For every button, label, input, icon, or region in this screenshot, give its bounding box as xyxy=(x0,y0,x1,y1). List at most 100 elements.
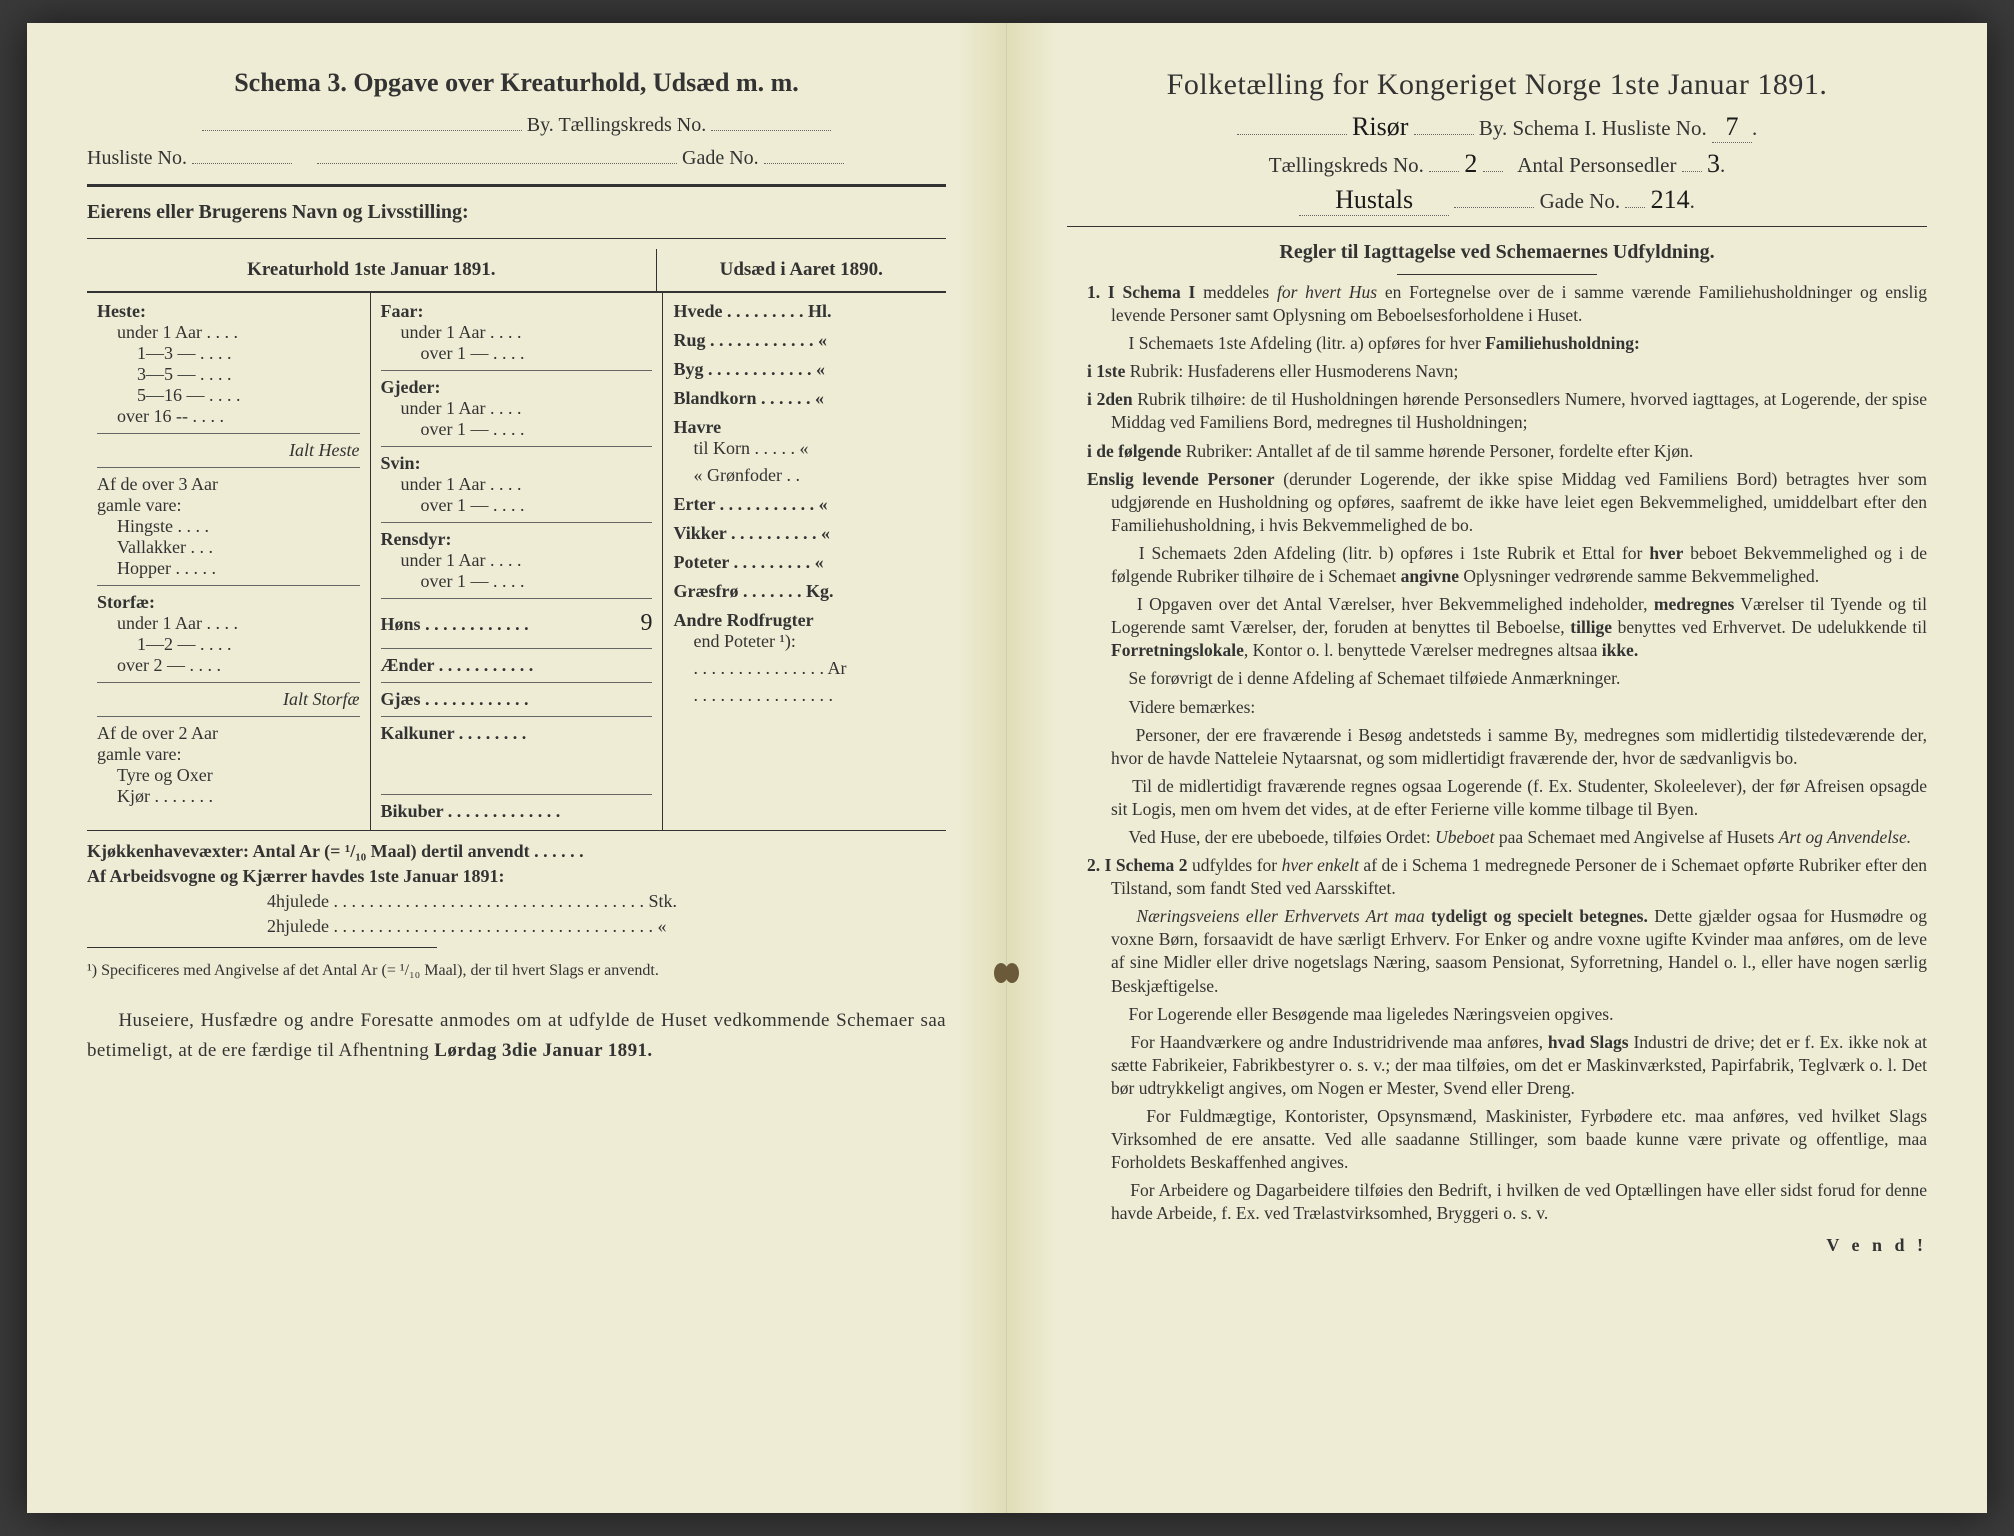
binding-mark xyxy=(1005,963,1019,983)
col-c: Hvede . . . . . . . . . Hl. Rug . . . . … xyxy=(663,293,946,830)
svin-row: over 1 — . . . . xyxy=(381,495,653,516)
rug: Rug . . . . . . . . . . . . « xyxy=(673,330,936,351)
heste-row: 5—16 — . . . . xyxy=(97,385,360,406)
arbeids-label: Af Arbeidsvogne og Kjærrer havdes 1ste J… xyxy=(87,866,505,886)
ar-line: . . . . . . . . . . . . . . . Ar xyxy=(673,658,936,679)
col-kreatur-title: Kreaturhold 1ste Januar 1891. xyxy=(87,249,656,291)
document-spread: Schema 3. Opgave over Kreaturhold, Udsæd… xyxy=(27,23,1987,1513)
col-a: Heste: under 1 Aar . . . . 1—3 — . . . .… xyxy=(87,293,371,830)
faar-row: over 1 — . . . . xyxy=(381,343,653,364)
blandkorn: Blandkorn . . . . . . « xyxy=(673,388,936,409)
rule-2: 2. I Schema 2 udfyldes for hver enkelt a… xyxy=(1067,854,1927,900)
col-udsaed-title: Udsæd i Aaret 1890. xyxy=(656,249,946,291)
table-headers: Kreaturhold 1ste Januar 1891. Udsæd i Aa… xyxy=(87,249,946,292)
by-line-right: Risør By. Schema I. Husliste No. 7. xyxy=(1067,112,1927,143)
af3aar: Af de over 3 Aar xyxy=(97,474,360,495)
gjeder-row: under 1 Aar . . . . xyxy=(381,398,653,419)
tilkorn: til Korn . . . . . « xyxy=(673,438,936,459)
hons-label: Høns . . . . . . . . . . . . xyxy=(381,611,529,639)
rule-text: i de følgende Rubriker: Antallet af de t… xyxy=(1067,440,1927,463)
storfae-row: under 1 Aar . . . . xyxy=(97,613,360,634)
rensdyr-row: under 1 Aar . . . . xyxy=(381,550,653,571)
vend-label: V e n d ! xyxy=(1067,1235,1927,1256)
rules-body: 1. I Schema I meddeles for hvert Hus en … xyxy=(1067,281,1927,1225)
rule-text: I Opgaven over det Antal Værelser, hver … xyxy=(1067,593,1927,662)
kjor: Kjør . . . . . . . xyxy=(97,786,360,807)
storfae-row: 1—2 — . . . . xyxy=(97,634,360,655)
hjul4: 4hjulede . . . . . . . . . . . . . . . .… xyxy=(87,891,946,912)
rule-text: For Haandværkere og andre Industridriven… xyxy=(1067,1031,1927,1100)
rule xyxy=(87,238,946,239)
gjeder-row: over 1 — . . . . xyxy=(381,419,653,440)
gamlevare: gamle vare: xyxy=(97,495,360,516)
rule-text: i 2den Rubrik tilhøire: de til Husholdni… xyxy=(1067,388,1927,434)
rule-text: Personer, der ere fraværende i Besøg and… xyxy=(1067,724,1927,770)
census-title: Folketælling for Kongeriget Norge 1ste J… xyxy=(1067,68,1927,102)
closing2: Lørdag 3die Januar 1891. xyxy=(434,1040,652,1061)
rule-text: I Schemaets 1ste Afdeling (litr. a) opfø… xyxy=(1067,332,1927,355)
hons-row: Høns . . . . . . . . . . . . 9 xyxy=(381,605,653,642)
hopper: Hopper . . . . . xyxy=(97,558,360,579)
heste-header: Heste: xyxy=(97,301,360,322)
byg: Byg . . . . . . . . . . . . « xyxy=(673,359,936,380)
rule-text: i 1ste Rubrik: Husfaderens eller Husmode… xyxy=(1067,360,1927,383)
kreds-value: 2 xyxy=(1464,149,1477,179)
rule-text: Næringsveiens eller Erhvervets Art maa t… xyxy=(1067,905,1927,997)
gade-line-right: Hustals Gade No. 214. xyxy=(1067,185,1927,216)
hjul2: 2hjulede . . . . . . . . . . . . . . . .… xyxy=(87,916,946,937)
ialt-heste: Ialt Heste xyxy=(97,440,360,461)
closing-text: Huseiere, Husfædre og andre Foresatte an… xyxy=(87,1006,946,1065)
rule-text: For Fuldmægtige, Kontorister, Opsynsmænd… xyxy=(1067,1105,1927,1174)
hingste: Hingste . . . . xyxy=(97,516,360,537)
heste-row: under 1 Aar . . . . xyxy=(97,322,360,343)
rensdyr-header: Rensdyr: xyxy=(381,529,653,550)
gronfoder: « Grønfoder . . xyxy=(673,465,936,486)
andrerod: Andre Rodfrugter xyxy=(673,610,936,631)
rule-text: Ved Huse, der ere ubeboede, tilføies Ord… xyxy=(1067,826,1927,849)
rule-text: I Schemaets 2den Afdeling (litr. b) opfø… xyxy=(1067,542,1927,588)
rule-text: Se forøvrigt de i denne Afdeling af Sche… xyxy=(1067,667,1927,690)
storfae-row: over 2 — . . . . xyxy=(97,655,360,676)
ar-line2: . . . . . . . . . . . . . . . . xyxy=(673,685,936,706)
aender: Ænder . . . . . . . . . . . xyxy=(381,655,653,676)
erter: Erter . . . . . . . . . . . « xyxy=(673,494,936,515)
right-page: Folketælling for Kongeriget Norge 1ste J… xyxy=(1007,23,1987,1513)
rule-1: 1. I Schema I meddeles for hvert Hus en … xyxy=(1067,281,1927,327)
vallakker: Vallakker . . . xyxy=(97,537,360,558)
owner-label: Eierens eller Brugerens Navn og Livsstil… xyxy=(87,201,946,224)
faar-row: under 1 Aar . . . . xyxy=(381,322,653,343)
havre: Havre xyxy=(673,417,936,438)
kreds-line: Tællingskreds No. 2 Antal Personsedler 3… xyxy=(1067,149,1927,179)
antal-label: Antal Personsedler xyxy=(1517,153,1676,177)
svin-row: under 1 Aar . . . . xyxy=(381,474,653,495)
schema3-title: Schema 3. Opgave over Kreaturhold, Udsæd… xyxy=(87,68,946,98)
by-value: Risør xyxy=(1352,112,1408,142)
antal-value: 3 xyxy=(1707,149,1720,179)
rule-text: For Logerende eller Besøgende maa ligele… xyxy=(1067,1003,1927,1026)
gade-value: Hustals xyxy=(1299,185,1449,216)
hvede: Hvede . . . . . . . . . Hl. xyxy=(673,301,936,322)
kalkuner: Kalkuner . . . . . . . . xyxy=(381,723,653,744)
svin-header: Svin: xyxy=(381,453,653,474)
heste-row: over 16 -- . . . . xyxy=(97,406,360,427)
rule xyxy=(1397,274,1597,275)
hons-value: 9 xyxy=(640,605,652,642)
gamlevare2: gamle vare: xyxy=(97,744,360,765)
poteter: Poteter . . . . . . . . . « xyxy=(673,552,936,573)
ialt-storfae: Ialt Storfæ xyxy=(97,689,360,710)
gjaes: Gjæs . . . . . . . . . . . . xyxy=(381,689,653,710)
kjokken-line: Kjøkkenhavevæxter: Antal Ar (= ¹/₁₀ Maal… xyxy=(87,841,946,862)
bikuber: Bikuber . . . . . . . . . . . . . xyxy=(381,801,653,822)
endpoteter: end Poteter ¹): xyxy=(673,631,936,652)
kreds-label: Tællingskreds No. xyxy=(1269,153,1424,177)
arbeids-line: Af Arbeidsvogne og Kjærrer havdes 1ste J… xyxy=(87,866,946,887)
footnote: ¹) Specificeres med Angivelse af det Ant… xyxy=(87,962,946,980)
rule xyxy=(1067,226,1927,227)
rule-text: For Arbeidere og Dagarbeidere tilføies d… xyxy=(1067,1179,1927,1225)
husliste-value: 7 xyxy=(1712,112,1752,143)
grasfro: Græsfrø . . . . . . . Kg. xyxy=(673,581,936,602)
by-label: By. Tællingskreds No. xyxy=(527,114,706,136)
heste-row: 1—3 — . . . . xyxy=(97,343,360,364)
husliste-label: Husliste No. xyxy=(87,147,187,169)
col-b: Faar: under 1 Aar . . . . over 1 — . . .… xyxy=(371,293,664,830)
